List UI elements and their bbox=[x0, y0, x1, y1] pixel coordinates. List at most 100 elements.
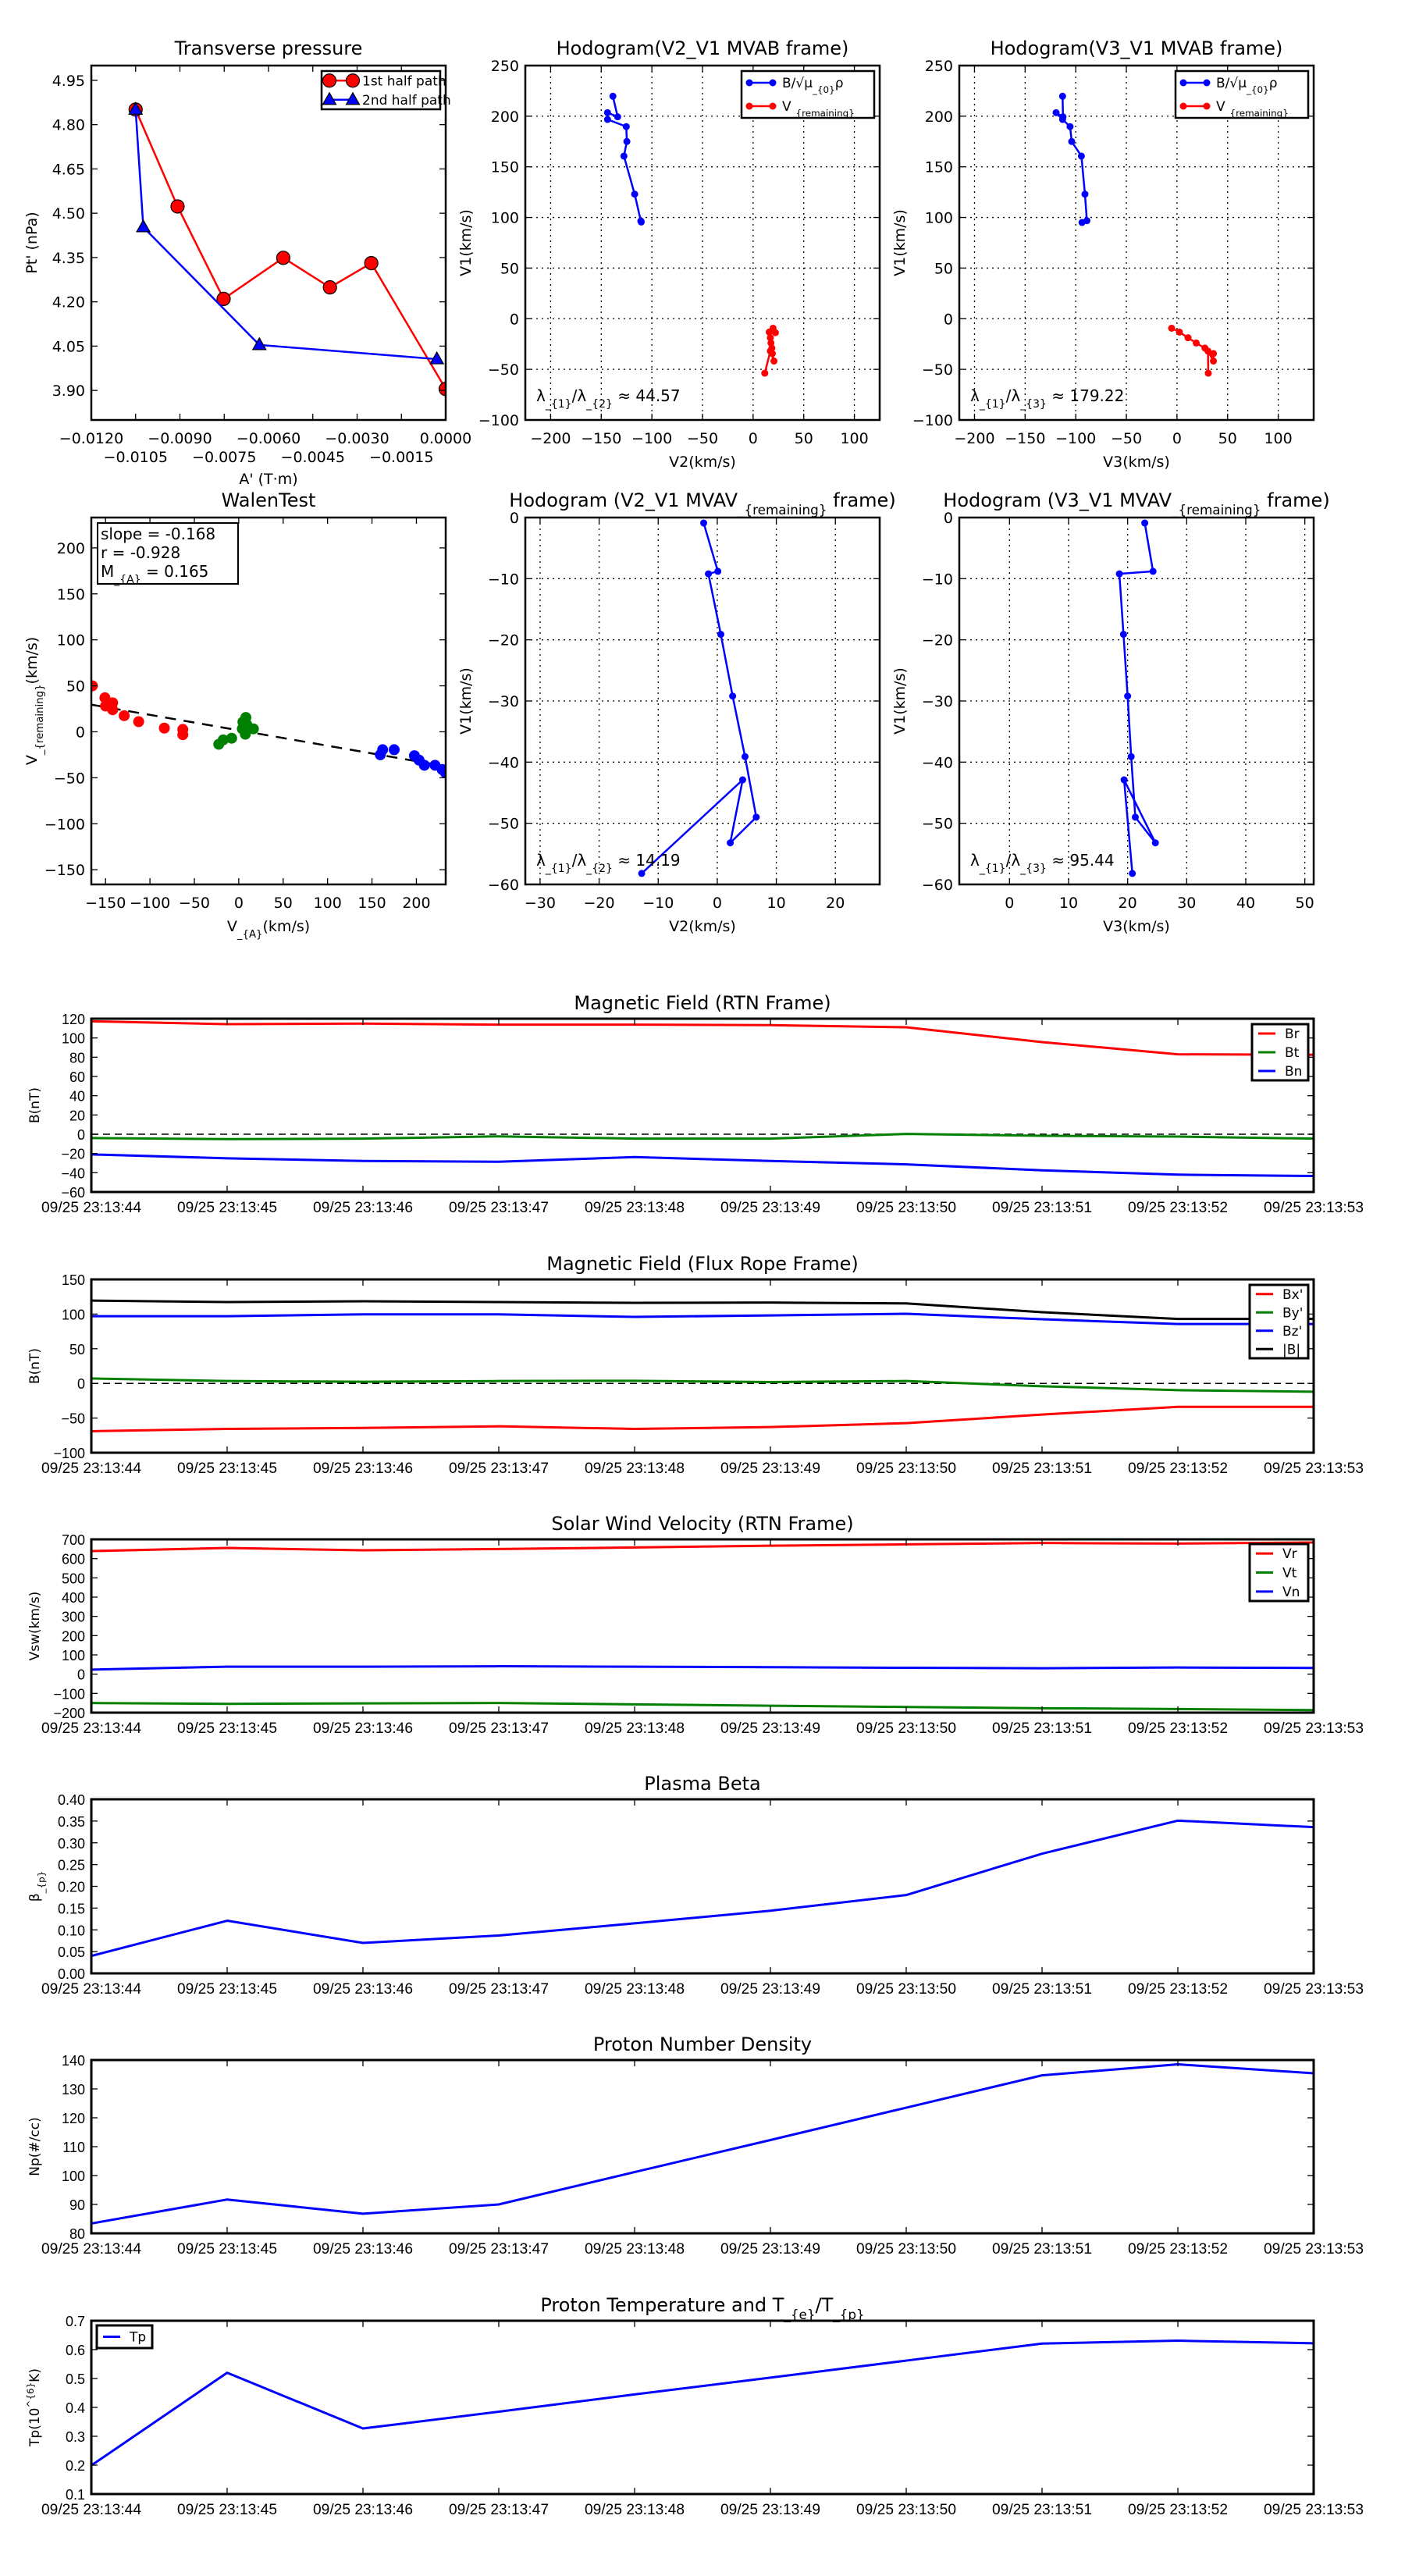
fit-line bbox=[91, 703, 446, 767]
x-tick-label: 40 bbox=[1236, 895, 1255, 912]
data-point bbox=[429, 350, 445, 365]
y-tick-label: −40 bbox=[922, 754, 953, 771]
y-tick-label: 400 bbox=[62, 1590, 85, 1606]
data-point bbox=[767, 347, 774, 355]
data-point bbox=[251, 336, 267, 350]
x-tick-label: 09/25 23:13:50 bbox=[856, 2502, 956, 2518]
y-tick-label: 4.65 bbox=[52, 161, 85, 178]
data-point bbox=[1193, 339, 1200, 347]
y-tick-label: 250 bbox=[491, 58, 519, 75]
series-line-bt bbox=[91, 1133, 1314, 1140]
plot-area bbox=[638, 519, 760, 877]
x-tick-label: 30 bbox=[1177, 895, 1196, 912]
legend: B/√μ_{0}ρ V_{remaining} bbox=[1174, 69, 1310, 119]
stats-text: M_{A} = 0.165 bbox=[101, 562, 208, 586]
data-point bbox=[439, 767, 446, 778]
y-axis-label: Tp(10^{6}K) bbox=[25, 2368, 43, 2447]
y-tick-label: −30 bbox=[488, 693, 519, 710]
data-point bbox=[276, 251, 291, 265]
y-tick-label: 0.05 bbox=[58, 1944, 85, 1960]
x-tick-label: 09/25 23:13:51 bbox=[992, 1461, 1092, 1477]
legend: B/√μ_{0}ρ V_{remaining} bbox=[740, 69, 876, 119]
data-point bbox=[1120, 776, 1128, 784]
chart-title: Hodogram (V2_V1 MVAV_{remaining} frame) bbox=[509, 489, 895, 518]
x-tick-label: −100 bbox=[631, 430, 672, 447]
x-tick-label: −200 bbox=[530, 430, 571, 447]
x-tick-label: 09/25 23:13:48 bbox=[585, 1461, 685, 1477]
x-tick-label: 09/25 23:13:44 bbox=[41, 2502, 141, 2518]
x-tick-label: −0.0075 bbox=[192, 449, 256, 466]
y-tick-label: 0 bbox=[510, 311, 519, 328]
y-tick-label: 0.2 bbox=[66, 2458, 85, 2474]
series-line-bz- bbox=[91, 1312, 1314, 1325]
y-tick-label: 500 bbox=[62, 1571, 85, 1586]
x-axis-label: A' (T·m) bbox=[239, 471, 297, 488]
y-tick-label: 0.15 bbox=[58, 1901, 85, 1916]
data-point bbox=[170, 199, 185, 214]
y-tick-label: 4.05 bbox=[52, 338, 85, 355]
x-tick-label: 09/25 23:13:51 bbox=[992, 2241, 1092, 2258]
chart-hodogram-v2-v1-mvab: −200 −150 −100 −50 0 50 100 −100 −50 0 50 100 150 200… bbox=[457, 37, 881, 471]
x-tick-label: 0.0000 bbox=[420, 430, 471, 447]
y-tick-label: −200 bbox=[53, 1706, 85, 1721]
y-tick-label: 100 bbox=[62, 1307, 85, 1322]
data-point bbox=[614, 113, 621, 121]
plot-area bbox=[91, 2063, 1314, 2225]
x-axis-label: V_{A}(km/s) bbox=[227, 918, 310, 941]
series-line-br bbox=[91, 1019, 1314, 1056]
x-tick-label: 09/25 23:13:45 bbox=[177, 1461, 277, 1477]
x-tick-label: 0 bbox=[234, 895, 244, 912]
y-tick-label: 150 bbox=[62, 1272, 85, 1288]
x-tick-label: −30 bbox=[525, 895, 556, 912]
series-line-hodogram bbox=[641, 522, 758, 874]
y-tick-label: −150 bbox=[44, 862, 85, 879]
chart-plasma-beta: 09/25 23:13:44 09/25 23:13:45 09/25 23:13:… bbox=[27, 1773, 1364, 1998]
series-line-bn bbox=[91, 1153, 1314, 1178]
x-tick-label: −50 bbox=[1111, 430, 1142, 447]
x-tick-label: −0.0045 bbox=[281, 449, 345, 466]
data-point bbox=[1068, 137, 1076, 145]
y-tick-label: 0.25 bbox=[58, 1858, 85, 1873]
x-tick-label: 09/25 23:13:51 bbox=[992, 1720, 1092, 1737]
data-point bbox=[609, 92, 617, 100]
y-tick-label: −10 bbox=[488, 571, 519, 588]
x-tick-label: 09/25 23:13:46 bbox=[313, 2241, 413, 2258]
x-tick-label: 09/25 23:13:45 bbox=[177, 2241, 277, 2258]
data-point bbox=[1204, 347, 1212, 355]
chart-walen-test: −150 −100 −50 0 50 100 150 200−150−100−50050100… bbox=[23, 489, 447, 941]
x-tick-label: −0.0060 bbox=[237, 430, 301, 447]
legend-marker bbox=[745, 79, 753, 87]
y-tick-label: 0 bbox=[77, 1127, 85, 1143]
x-tick-label: 0 bbox=[713, 895, 722, 912]
x-tick-label: 09/25 23:13:49 bbox=[720, 1461, 820, 1477]
y-tick-label: −100 bbox=[53, 1686, 85, 1702]
plot-area bbox=[1052, 92, 1218, 377]
legend: 1st half path 2nd half path bbox=[320, 69, 451, 111]
x-tick-label: 09/25 23:13:45 bbox=[177, 1981, 277, 1998]
legend-marker bbox=[1179, 102, 1187, 110]
legend-label: Bz' bbox=[1282, 1324, 1302, 1340]
series-line-2nd-half-path bbox=[134, 109, 437, 361]
data-point bbox=[752, 813, 760, 821]
x-tick-label: −50 bbox=[687, 430, 718, 447]
x-tick-label: 09/25 23:13:47 bbox=[449, 1200, 549, 1216]
x-tick-label: 09/25 23:13:49 bbox=[720, 1200, 820, 1216]
x-tick-label: 09/25 23:13:51 bbox=[992, 1200, 1092, 1216]
x-tick-label: −0.0015 bbox=[369, 449, 433, 466]
legend: Tp bbox=[95, 2324, 154, 2350]
data-point bbox=[217, 734, 229, 745]
data-point bbox=[1176, 328, 1183, 336]
y-tick-label: 50 bbox=[500, 260, 519, 277]
legend-marker bbox=[745, 102, 753, 110]
x-tick-label: 09/25 23:13:48 bbox=[585, 1720, 685, 1737]
legend-label: B/√μ_{0}ρ bbox=[782, 76, 844, 95]
x-tick-label: 0 bbox=[1172, 430, 1182, 447]
plot-area bbox=[128, 101, 446, 397]
data-point bbox=[1210, 350, 1218, 358]
y-tick-label: 4.80 bbox=[52, 117, 85, 134]
data-point bbox=[177, 729, 189, 741]
data-point bbox=[727, 839, 735, 847]
y-axis-label: B(nT) bbox=[27, 1348, 43, 1384]
axes-frame bbox=[90, 1538, 1315, 1714]
y-tick-label: 700 bbox=[62, 1532, 85, 1548]
